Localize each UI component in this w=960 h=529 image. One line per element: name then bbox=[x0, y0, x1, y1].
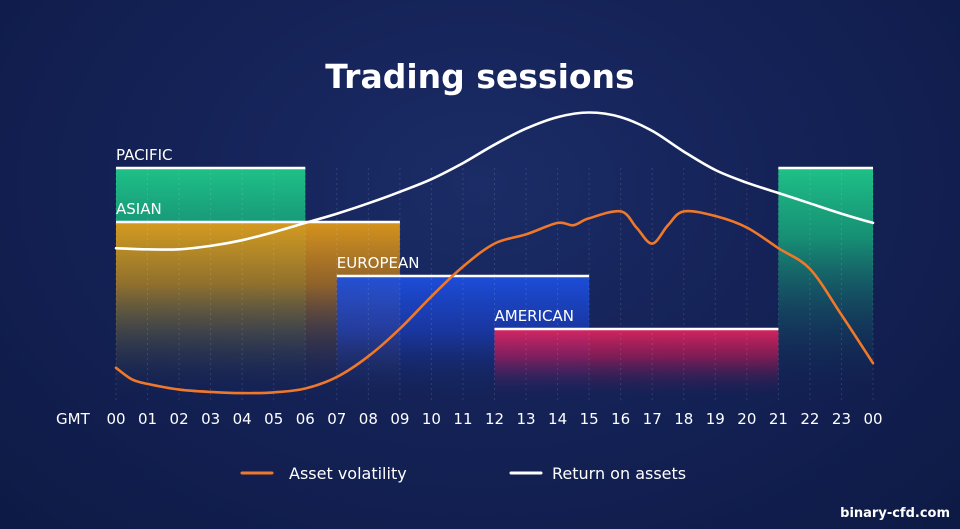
x-tick-label-5: 05 bbox=[264, 410, 283, 428]
series-line-return-on-assets bbox=[114, 111, 875, 251]
x-tick-label-9: 09 bbox=[390, 410, 409, 428]
session-label-asian: ASIAN bbox=[116, 200, 162, 218]
x-tick-label-4: 04 bbox=[233, 410, 252, 428]
x-tick-label-13: 13 bbox=[516, 410, 535, 428]
axis-prefix-label: GMT bbox=[56, 410, 91, 428]
x-tick-label-1: 01 bbox=[138, 410, 157, 428]
legend-return-label: Return on assets bbox=[552, 464, 686, 483]
session-label-european: EUROPEAN bbox=[337, 254, 420, 272]
x-tick-label-2: 02 bbox=[170, 410, 189, 428]
series-lines bbox=[114, 111, 875, 395]
x-tick-label-19: 19 bbox=[706, 410, 725, 428]
x-tick-label-15: 15 bbox=[580, 410, 599, 428]
x-tick-label-14: 14 bbox=[548, 410, 567, 428]
session-labels: PACIFIC ASIAN EUROPEAN AMERICAN bbox=[116, 146, 574, 325]
x-tick-label-0: 00 bbox=[106, 410, 125, 428]
chart-title: Trading sessions bbox=[325, 57, 634, 96]
x-tick-label-12: 12 bbox=[485, 410, 504, 428]
series-line-asset-volatility bbox=[114, 209, 875, 395]
session-bands bbox=[116, 166, 873, 400]
legend-volatility-label: Asset volatility bbox=[289, 464, 407, 483]
x-tick-label-8: 08 bbox=[359, 410, 378, 428]
session-label-pacific: PACIFIC bbox=[116, 146, 173, 164]
session-label-american: AMERICAN bbox=[495, 307, 574, 325]
vertical-tick-lines bbox=[115, 168, 874, 400]
x-tick-label-18: 18 bbox=[674, 410, 693, 428]
x-tick-label-21: 21 bbox=[769, 410, 788, 428]
session-band-american bbox=[494, 329, 779, 400]
x-tick-label-3: 03 bbox=[201, 410, 220, 428]
x-tick-label-10: 10 bbox=[422, 410, 441, 428]
x-tick-label-20: 20 bbox=[737, 410, 756, 428]
x-tick-label-24: 00 bbox=[863, 410, 882, 428]
watermark: binary-cfd.com bbox=[840, 506, 950, 521]
x-tick-label-6: 06 bbox=[296, 410, 315, 428]
x-tick-label-7: 07 bbox=[327, 410, 346, 428]
legend: Asset volatility Return on assets bbox=[240, 464, 686, 483]
session-band-pacific-2 bbox=[778, 168, 873, 400]
x-tick-label-23: 23 bbox=[832, 410, 851, 428]
x-tick-label-16: 16 bbox=[611, 410, 630, 428]
x-tick-labels: 00 01 02 03 04 05 06 07 08 09 10 11 12 13 14 15 16 17 18 19… bbox=[106, 410, 882, 428]
x-tick-label-11: 11 bbox=[453, 410, 472, 428]
x-tick-label-22: 22 bbox=[800, 410, 819, 428]
x-tick-label-17: 17 bbox=[643, 410, 662, 428]
